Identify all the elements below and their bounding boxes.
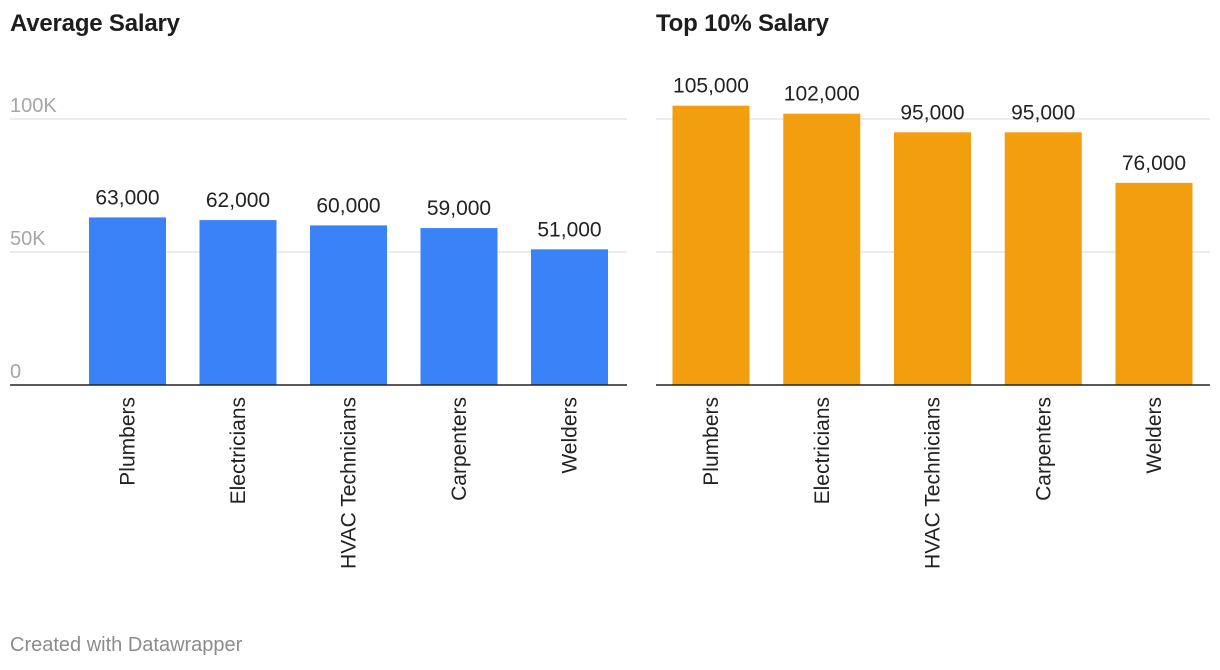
category-label: Plumbers bbox=[117, 397, 140, 486]
bar bbox=[672, 105, 750, 385]
value-label: 63,000 bbox=[95, 186, 159, 209]
bar bbox=[1115, 182, 1193, 385]
category-label: Welders bbox=[559, 397, 582, 474]
bar bbox=[89, 217, 166, 385]
category-label: Electricians bbox=[811, 397, 834, 504]
y-tick-label: 100K bbox=[10, 95, 57, 117]
average-salary-chart: 0 50K 100K 63,000 Plumbers 62,000 Electricians… bbox=[10, 95, 627, 569]
value-label: 105,000 bbox=[673, 75, 749, 98]
category-label: Carpenters bbox=[1032, 397, 1055, 501]
category-label: HVAC Technicians bbox=[922, 397, 945, 569]
average-salary-panel: Average Salary 0 50K 100K 63,000 Plumbers 62,… bbox=[0, 0, 640, 620]
bar bbox=[531, 249, 608, 385]
category-label: Welders bbox=[1143, 397, 1166, 474]
category-label: Carpenters bbox=[448, 397, 471, 501]
y-tick-label: 50K bbox=[10, 228, 46, 250]
value-label: 102,000 bbox=[784, 83, 860, 106]
datawrapper-credit: Created with Datawrapper bbox=[10, 634, 243, 656]
bar bbox=[894, 132, 971, 385]
category-label: Plumbers bbox=[700, 397, 723, 486]
value-label: 95,000 bbox=[1011, 101, 1075, 124]
value-label: 62,000 bbox=[206, 189, 270, 212]
bar bbox=[1004, 132, 1082, 385]
y-tick-label: 0 bbox=[10, 361, 21, 383]
top10-salary-panel: Top 10% Salary 105,000 Plumbers 102,000 Ele… bbox=[645, 0, 1220, 620]
value-label: 60,000 bbox=[316, 194, 380, 217]
chart-title: Top 10% Salary bbox=[656, 10, 829, 37]
value-label: 51,000 bbox=[537, 218, 601, 241]
value-label: 59,000 bbox=[427, 197, 491, 220]
top10-salary-chart: 105,000 Plumbers 102,000 Electricians 95,000… bbox=[656, 75, 1210, 569]
category-label: HVAC Technicians bbox=[338, 397, 361, 569]
category-label: Electricians bbox=[227, 397, 250, 504]
bar bbox=[310, 225, 387, 385]
bar bbox=[783, 113, 861, 386]
bar bbox=[420, 228, 498, 385]
chart-title: Average Salary bbox=[10, 10, 180, 37]
value-label: 95,000 bbox=[900, 101, 964, 124]
value-label: 76,000 bbox=[1122, 152, 1186, 175]
bar bbox=[199, 220, 277, 385]
